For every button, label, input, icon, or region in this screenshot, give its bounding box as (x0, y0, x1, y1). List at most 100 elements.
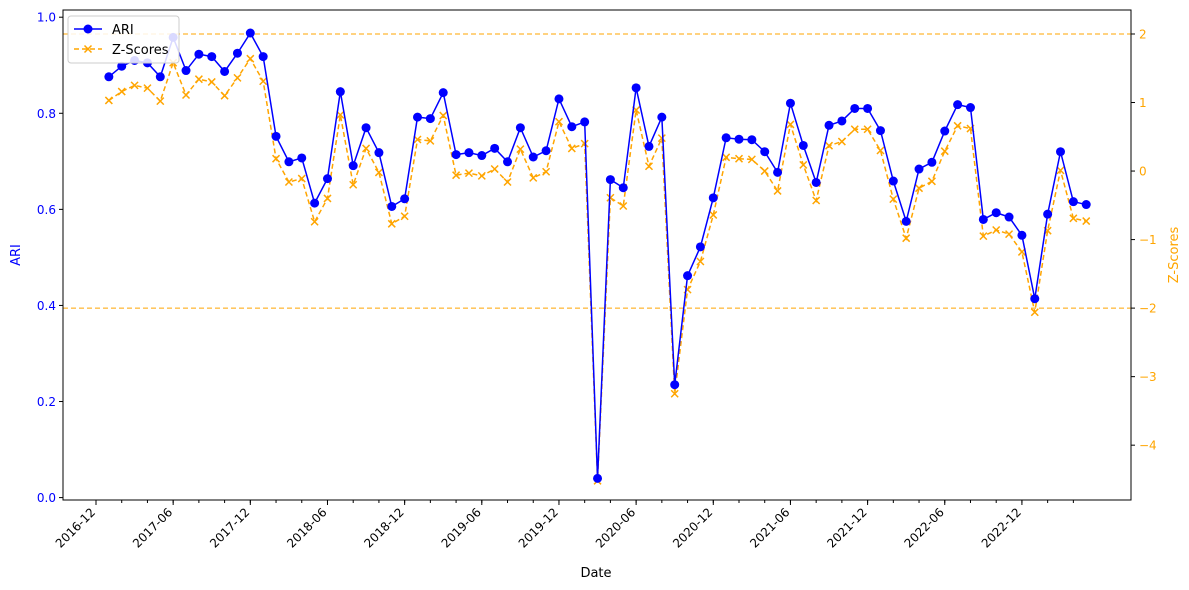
reference-lines (63, 33, 1131, 309)
zscore-point-53 (786, 120, 795, 129)
ari-point-51 (760, 147, 770, 157)
ari-point-21 (374, 148, 384, 158)
zscore-point-76 (1082, 217, 1091, 226)
zscore-point-49 (734, 154, 744, 163)
x-axis-label: Date (580, 566, 611, 581)
right-axis-label: Z-Scores (1167, 227, 1182, 284)
ari-point-39 (605, 175, 615, 185)
ari-point-26 (438, 88, 448, 98)
ari-point-43 (657, 112, 667, 122)
legend-frame (67, 15, 180, 64)
ari-point-44 (670, 380, 680, 390)
ari-point-58 (850, 103, 860, 113)
zscore-point-47 (709, 210, 718, 219)
left-tick-label-1: 0.2 (37, 395, 56, 409)
zscore-point-33 (529, 173, 538, 182)
ari-point-56 (824, 120, 834, 130)
zscore-point-1 (117, 87, 126, 96)
zscore-point-25 (426, 136, 435, 145)
ari-point-76 (1081, 200, 1091, 210)
zscore-point-44 (670, 389, 679, 398)
ari-point-20 (361, 123, 371, 133)
zscore-point-66 (953, 121, 962, 130)
legend-ari-label: ARI (112, 23, 134, 38)
left-axis-label: ARI (9, 244, 24, 266)
zscore-point-75 (1069, 214, 1078, 223)
zscore-point-70 (1005, 230, 1014, 239)
left-tick-label-5: 1.0 (37, 11, 56, 25)
ari-point-29 (477, 151, 487, 161)
zscore-point-11 (246, 54, 255, 63)
ari-point-31 (503, 157, 513, 167)
zscore-point-24 (413, 135, 422, 144)
ari-point-41 (631, 83, 641, 93)
zscore-point-52 (773, 186, 782, 195)
zscore-point-64 (927, 177, 936, 186)
zscore-point-21 (374, 168, 383, 177)
ari-point-13 (271, 131, 281, 141)
zscore-point-58 (850, 125, 859, 134)
ari-point-7 (194, 49, 204, 59)
ari-point-57 (837, 116, 847, 126)
zscore-point-30 (490, 164, 499, 174)
zscore-point-62 (902, 234, 911, 243)
left-axis: 0.0 0.2 0.4 0.6 0.8 1.0 (37, 11, 63, 505)
ari-point-50 (747, 135, 757, 145)
zscore-point-9 (220, 91, 229, 100)
ari-point-34 (541, 146, 551, 156)
right-axis: −4 −3 −2 −1 0 1 2 (1131, 27, 1157, 453)
ari-point-55 (811, 177, 821, 187)
ari-point-14 (284, 157, 294, 167)
right-tick-label-6: 2 (1139, 27, 1147, 41)
zscore-point-50 (747, 155, 756, 164)
zscore-point-12 (259, 77, 268, 86)
zscore-point-7 (194, 75, 203, 84)
zscore-point-8 (207, 77, 216, 86)
ari-point-1 (117, 61, 127, 71)
ari-point-38 (593, 473, 603, 483)
ari-point-18 (335, 87, 345, 97)
zscore-point-4 (156, 97, 165, 106)
right-tick-label-3: −1 (1139, 233, 1157, 247)
ari-point-67 (965, 103, 975, 113)
ari-point-23 (400, 194, 410, 204)
right-tick-label-4: 0 (1139, 165, 1147, 179)
ari-point-53 (785, 98, 795, 108)
ari-point-19 (348, 161, 358, 171)
zscore-point-57 (837, 137, 846, 146)
left-tick-label-0: 0.0 (37, 491, 56, 505)
zscore-point-74 (1056, 166, 1065, 175)
zscore-point-3 (143, 84, 152, 93)
zscore-point-15 (297, 174, 306, 183)
zscore-point-60 (876, 146, 885, 155)
ari-point-69 (991, 208, 1001, 218)
zscore-point-55 (812, 196, 821, 205)
ari-point-16 (310, 198, 320, 208)
zscore-point-37 (580, 139, 589, 148)
ari-point-24 (413, 112, 422, 122)
zscore-point-42 (644, 162, 654, 171)
ari-point-42 (644, 141, 654, 151)
zscore-point-68 (979, 232, 988, 241)
ari-point-8 (207, 52, 217, 62)
ari-point-46 (695, 242, 705, 252)
ari-point-72 (1030, 294, 1040, 304)
ari-point-32 (515, 123, 525, 133)
ari-point-75 (1068, 197, 1078, 207)
ari-point-64 (927, 157, 937, 167)
ari-point-66 (953, 100, 963, 110)
zscore-point-26 (439, 111, 448, 120)
right-tick-label-1: −3 (1139, 370, 1157, 384)
zscore-point-31 (503, 177, 512, 187)
ari-point-59 (863, 103, 873, 113)
legend-zscore-marker (83, 44, 93, 54)
ari-point-28 (464, 148, 474, 158)
zscore-point-59 (863, 125, 872, 134)
ari-point-49 (734, 134, 744, 144)
ari-point-71 (1017, 230, 1027, 240)
ari-point-47 (708, 193, 718, 203)
ari-point-36 (567, 122, 577, 132)
zscore-point-6 (181, 90, 191, 100)
